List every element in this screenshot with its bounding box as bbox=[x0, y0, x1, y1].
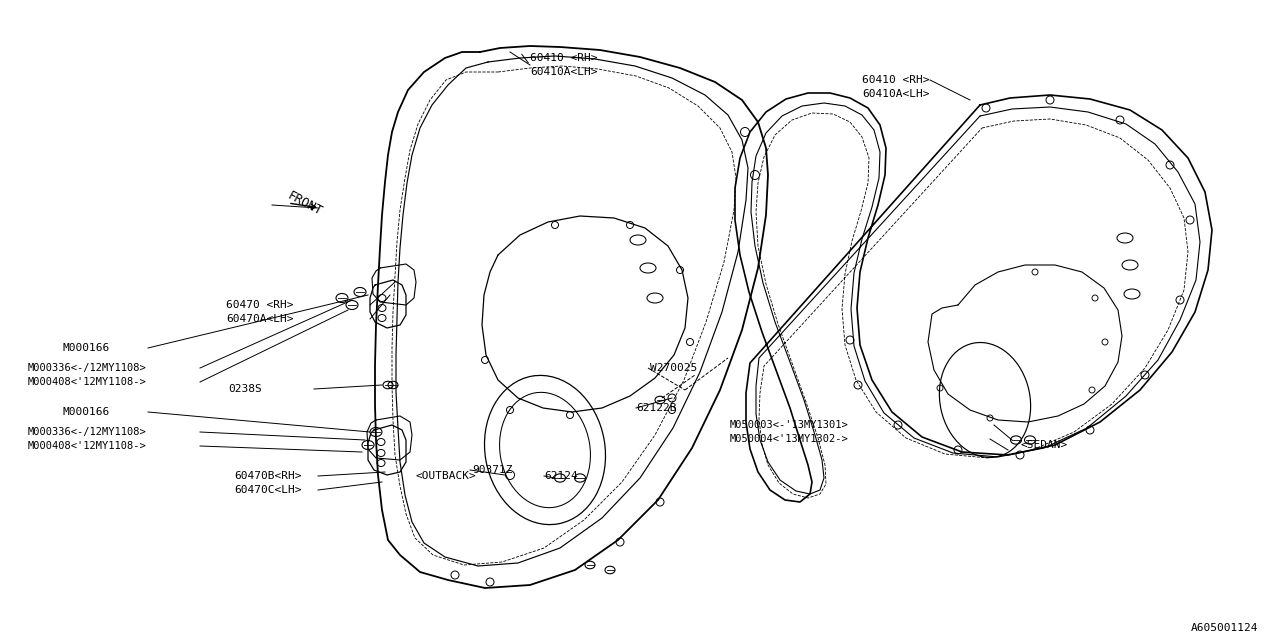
Text: M000408<'12MY1108->: M000408<'12MY1108-> bbox=[28, 377, 147, 387]
Text: 0238S: 0238S bbox=[228, 384, 261, 394]
Text: A605001124: A605001124 bbox=[1190, 623, 1258, 633]
Text: 60410A<LH>: 60410A<LH> bbox=[530, 67, 598, 77]
Text: 62124: 62124 bbox=[544, 471, 577, 481]
Text: 60470 <RH>: 60470 <RH> bbox=[227, 300, 293, 310]
Text: M000336<-/12MY1108>: M000336<-/12MY1108> bbox=[28, 363, 147, 373]
Text: M000166: M000166 bbox=[61, 407, 109, 417]
Text: M000166: M000166 bbox=[61, 343, 109, 353]
Text: M050003<-'13MY1301>: M050003<-'13MY1301> bbox=[730, 420, 849, 430]
Text: <OUTBACK>: <OUTBACK> bbox=[415, 471, 476, 481]
Text: 60410A<LH>: 60410A<LH> bbox=[861, 89, 929, 99]
Text: 60470C<LH>: 60470C<LH> bbox=[234, 485, 302, 495]
Text: 60410 <RH>: 60410 <RH> bbox=[861, 75, 929, 85]
Text: M000408<'12MY1108->: M000408<'12MY1108-> bbox=[28, 441, 147, 451]
Text: W270025: W270025 bbox=[650, 363, 698, 373]
Text: 62122B: 62122B bbox=[636, 403, 677, 413]
Text: 60470A<LH>: 60470A<LH> bbox=[227, 314, 293, 324]
Text: M050004<'13MY1302->: M050004<'13MY1302-> bbox=[730, 434, 849, 444]
Text: FRONT: FRONT bbox=[285, 189, 324, 218]
Text: <SEDAN>: <SEDAN> bbox=[1020, 440, 1068, 450]
Text: 60410 <RH>: 60410 <RH> bbox=[530, 53, 598, 63]
Text: 60470B<RH>: 60470B<RH> bbox=[234, 471, 302, 481]
Text: M000336<-/12MY1108>: M000336<-/12MY1108> bbox=[28, 427, 147, 437]
Text: 90371Z: 90371Z bbox=[472, 465, 512, 475]
